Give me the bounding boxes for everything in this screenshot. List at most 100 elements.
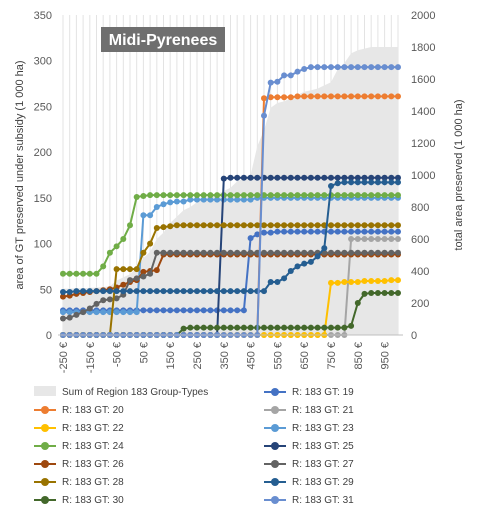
- series-point: [60, 315, 66, 322]
- series-point: [281, 222, 288, 229]
- x-tick-label: 850 €: [353, 342, 365, 370]
- legend-item: R: 183 GT: 22: [34, 418, 124, 438]
- series-point: [368, 289, 375, 296]
- series-point: [194, 192, 200, 199]
- series-point: [173, 249, 180, 256]
- series-point: [281, 249, 288, 256]
- legend-item: R: 183 GT: 30: [34, 490, 124, 510]
- series-point: [200, 288, 207, 295]
- series-point: [328, 279, 334, 286]
- series-point: [374, 278, 381, 285]
- series-point: [80, 270, 87, 277]
- series-point: [207, 249, 214, 256]
- series-point: [220, 175, 227, 182]
- series-point: [274, 174, 281, 181]
- series-point: [153, 307, 160, 314]
- series-point: [388, 222, 395, 229]
- series-point: [374, 192, 381, 199]
- series-point: [247, 249, 254, 256]
- legend-swatch: [264, 404, 286, 416]
- series-point: [160, 249, 167, 256]
- series-point: [361, 228, 368, 235]
- series-point: [267, 174, 274, 181]
- series-point: [374, 179, 381, 186]
- series-point: [153, 225, 160, 232]
- legend-item: R: 183 GT: 23: [264, 418, 354, 438]
- series-point: [274, 249, 281, 256]
- series-point: [120, 309, 127, 316]
- y2-tick-label: 1400: [411, 106, 435, 118]
- series-point: [381, 64, 388, 71]
- legend-swatch: [34, 422, 56, 434]
- series-point: [60, 289, 66, 296]
- series-point: [287, 72, 294, 79]
- series-point: [381, 192, 388, 199]
- series-point: [388, 174, 395, 181]
- legend-swatch: [34, 494, 56, 506]
- series-point: [86, 288, 93, 295]
- series-point: [395, 249, 401, 256]
- series-point: [187, 192, 194, 199]
- legend-dot-swatch: [41, 424, 49, 432]
- series-point: [348, 278, 355, 285]
- series-point: [267, 192, 274, 199]
- series-point: [281, 192, 288, 199]
- legend-dot-swatch: [41, 442, 49, 450]
- series-point: [328, 64, 334, 71]
- series-point: [395, 179, 401, 186]
- series-point: [240, 174, 247, 181]
- series-point: [66, 314, 73, 321]
- series-point: [281, 275, 288, 282]
- series-point: [261, 112, 267, 119]
- series-point: [261, 249, 267, 256]
- series-point: [100, 297, 107, 304]
- series-point: [348, 249, 355, 256]
- series-point: [334, 192, 341, 199]
- series-point: [173, 198, 180, 205]
- legend-item: R: 183 GT: 27: [264, 454, 354, 474]
- series-point: [381, 249, 388, 256]
- series-point: [240, 324, 247, 331]
- series-point: [368, 192, 375, 199]
- series-point: [354, 236, 361, 242]
- series-point: [281, 72, 288, 79]
- series-point: [274, 222, 281, 229]
- series-point: [374, 289, 381, 296]
- series-point: [240, 192, 247, 199]
- series-point: [73, 311, 80, 318]
- x-tick-label: 650 €: [299, 342, 311, 370]
- series-point: [227, 222, 234, 229]
- series-point: [147, 212, 154, 219]
- y2-tick-label: 2000: [411, 10, 435, 22]
- legend-item: R: 183 GT: 28: [34, 472, 124, 492]
- series-point: [220, 288, 227, 295]
- series-point: [214, 288, 221, 295]
- legend-label: R: 183 GT: 30: [62, 494, 124, 506]
- series-point: [307, 249, 314, 256]
- series-point: [100, 263, 107, 270]
- series-point: [147, 240, 154, 247]
- series-point: [314, 222, 321, 229]
- series-point: [173, 192, 180, 199]
- series-point: [153, 288, 160, 295]
- series-point: [321, 324, 328, 331]
- series-point: [160, 192, 167, 199]
- series-point: [368, 179, 375, 186]
- legend-swatch: [264, 476, 286, 488]
- series-point: [227, 324, 234, 331]
- y-tick-label: 0: [46, 330, 52, 342]
- series-point: [140, 268, 147, 275]
- series-point: [354, 93, 361, 100]
- y-tick-label: 250: [34, 101, 52, 113]
- series-point: [274, 78, 281, 85]
- legend-item: R: 183 GT: 20: [34, 400, 124, 420]
- series-point: [348, 192, 355, 199]
- x-tick-label: 150 €: [165, 342, 177, 370]
- series-point: [361, 179, 368, 186]
- series-point: [147, 192, 154, 199]
- series-point: [240, 196, 247, 203]
- series-point: [328, 249, 334, 256]
- series-point: [381, 174, 388, 181]
- series-point: [274, 278, 281, 285]
- series-point: [73, 288, 80, 295]
